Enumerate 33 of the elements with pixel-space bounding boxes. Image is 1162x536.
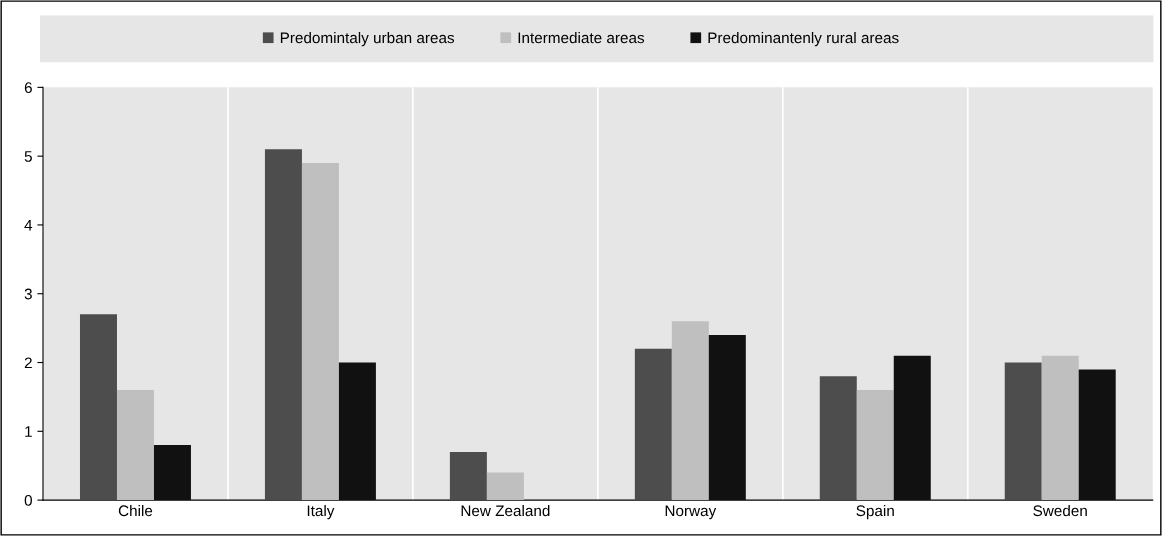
bar <box>671 321 709 501</box>
y-tick-label: 1 <box>25 426 32 437</box>
bar <box>449 451 487 501</box>
y-tick-label: 2 <box>24 357 32 369</box>
bar <box>79 314 117 501</box>
bar <box>634 348 672 501</box>
bar <box>301 163 339 501</box>
bar <box>893 355 931 501</box>
legend-label: Predominantenly rural areas <box>708 32 899 47</box>
legend-label: Predomintaly urban areas <box>280 32 455 47</box>
x-tick-label: Italy <box>307 504 335 520</box>
bar <box>486 472 524 501</box>
y-tick-label: 6 <box>24 82 32 94</box>
y-tick-label: 5 <box>24 151 32 162</box>
bar <box>264 149 302 501</box>
x-tick-label: New Zealand <box>461 504 550 517</box>
bar <box>708 335 746 501</box>
x-tick-label: Spain <box>856 504 894 520</box>
x-tick-label: Norway <box>665 505 717 520</box>
bar <box>819 376 857 501</box>
bar <box>856 390 894 501</box>
bar <box>153 445 191 501</box>
bar <box>1078 369 1116 501</box>
y-tick-label: 3 <box>24 288 32 300</box>
bar <box>1041 355 1079 501</box>
x-tick-label: Sweden <box>1033 504 1087 517</box>
x-tick-label: Chile <box>118 504 153 517</box>
legend-label: Intermediate areas <box>518 32 645 44</box>
bar <box>116 390 154 501</box>
bar <box>1004 362 1042 501</box>
y-tick-label: 0 <box>24 494 32 506</box>
y-tick-label: 4 <box>24 219 33 231</box>
bar <box>338 362 376 501</box>
